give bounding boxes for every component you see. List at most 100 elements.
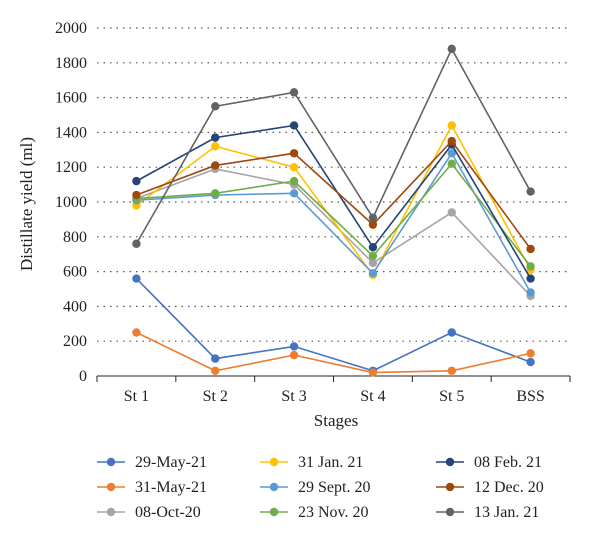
legend-label: 29-May-21 (135, 454, 207, 471)
data-point (289, 149, 299, 158)
legend-label: 08 Feb. 21 (474, 454, 542, 471)
legend-label: 31 Jan. 21 (298, 454, 363, 471)
data-point (368, 213, 378, 222)
data-point (447, 366, 456, 375)
data-point (211, 354, 220, 363)
x-tick-label: St 2 (203, 388, 228, 405)
data-point (211, 133, 220, 142)
series (132, 159, 535, 271)
legend-swatch-marker (269, 507, 279, 517)
data-point (289, 342, 299, 351)
series (132, 149, 535, 297)
legend-item: 08 Feb. 21 (436, 454, 542, 471)
series-line (136, 168, 532, 297)
data-point (132, 239, 141, 248)
data-point (447, 159, 456, 168)
data-point (289, 121, 299, 130)
legend-label: 13 Jan. 21 (474, 504, 539, 521)
legend-item: 31 Jan. 21 (260, 454, 363, 471)
y-tick-label: 200 (63, 333, 87, 350)
data-point (368, 269, 378, 278)
data-point (368, 220, 378, 229)
x-tick-label: BSS (516, 388, 544, 405)
series-line (136, 331, 531, 374)
data-point (526, 288, 535, 297)
legend-swatch-marker (269, 457, 279, 467)
legend-label: 08-Oct-20 (135, 504, 201, 521)
legend-swatch-marker (106, 482, 116, 492)
legend-item: 23 Nov. 20 (260, 504, 369, 521)
series-line (136, 151, 532, 293)
data-point (447, 328, 456, 337)
series (132, 136, 535, 254)
data-point (447, 136, 456, 146)
legend-label: 29 Sept. 20 (298, 479, 370, 496)
data-point (211, 189, 220, 198)
x-tick-label: St 4 (360, 388, 385, 405)
grid-lines (97, 27, 570, 342)
legend-item: 29 Sept. 20 (260, 479, 370, 496)
series-line (135, 277, 531, 372)
data-point (526, 349, 535, 358)
y-tick-label: 1000 (55, 194, 87, 211)
data-point (211, 102, 220, 111)
legend-swatch-marker (445, 482, 455, 492)
legend-swatch-marker (445, 507, 455, 517)
y-axis-ticks: 0 200 400 600 800 1000 1200 1400 1600 1800 2000 (55, 20, 87, 385)
data-point (211, 142, 220, 151)
legend-label: 31-May-21 (135, 479, 207, 496)
x-tick-label: St 1 (124, 388, 149, 405)
data-point (289, 88, 299, 97)
y-tick-label: 800 (63, 229, 87, 246)
series-line (135, 47, 532, 245)
legend-item: 13 Jan. 21 (436, 504, 539, 521)
data-point (526, 187, 535, 196)
series-line (136, 124, 532, 279)
legend-swatch-marker (106, 507, 116, 517)
data-point (447, 44, 456, 54)
x-tick-label: St 3 (281, 388, 306, 405)
series-line (136, 139, 532, 250)
data-point (132, 176, 141, 186)
data-point (132, 274, 141, 283)
data-point (447, 208, 456, 217)
data-point (368, 243, 378, 252)
data-point (447, 121, 456, 130)
data-point (368, 258, 378, 268)
data-point (211, 161, 220, 170)
data-point (526, 244, 535, 254)
legend-item: 29-May-21 (97, 454, 207, 471)
legend-item: 08-Oct-20 (97, 504, 201, 521)
y-axis-title: Distillate yield (ml) (17, 137, 36, 271)
x-axis-ticks: St 1 St 2 St 3 St 4 St 5 BSS (96, 376, 571, 405)
legend-swatch-marker (106, 457, 116, 467)
series (132, 328, 535, 377)
y-tick-label: 1200 (55, 159, 87, 176)
data-point (526, 357, 535, 367)
x-tick-label: St 5 (439, 388, 464, 405)
data-point (447, 149, 456, 158)
data-point (526, 262, 535, 271)
legend-swatch-marker (269, 482, 279, 492)
y-tick-label: 1400 (55, 124, 87, 141)
legend: 29-May-21 31-May-21 08-Oct-20 31 Jan. 21 29 … (97, 454, 544, 521)
y-tick-label: 2000 (55, 20, 87, 37)
data-point (289, 350, 299, 360)
data-point (368, 368, 378, 377)
data-point (132, 328, 141, 337)
y-tick-label: 0 (79, 368, 87, 385)
legend-item: 12 Dec. 20 (436, 479, 544, 496)
series (132, 44, 535, 248)
data-point (368, 251, 378, 261)
data-point (289, 163, 299, 172)
series-line (136, 162, 532, 267)
y-tick-label: 600 (63, 264, 87, 281)
data-point (211, 366, 220, 375)
data-point (132, 190, 141, 200)
series-line (135, 123, 532, 277)
legend-label: 23 Nov. 20 (298, 504, 369, 521)
series-group (132, 44, 535, 377)
data-point (526, 274, 535, 283)
legend-item: 31-May-21 (97, 479, 207, 496)
y-tick-label: 1600 (55, 90, 87, 107)
